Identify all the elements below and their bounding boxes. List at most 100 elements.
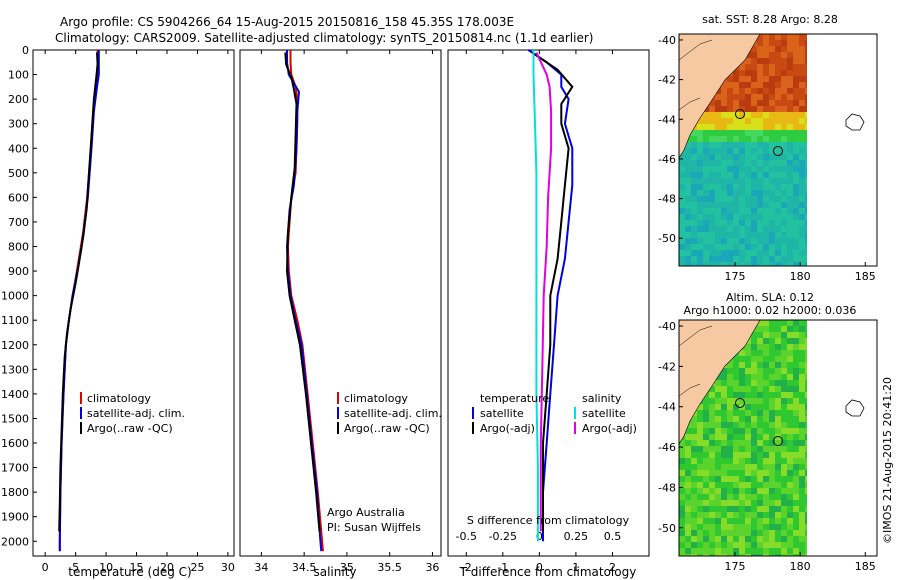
sla-map-panel: Altim. SLA: 0.12 Argo h1000: 0.02 h2000:…: [658, 291, 878, 573]
s-difference-xlabel: S difference from climatology: [467, 514, 630, 527]
x-tick-label: 15: [130, 561, 144, 574]
sla-argo-prev-marker: [735, 398, 745, 408]
x-tick-label: -1: [497, 561, 508, 574]
series-line-satellite-adj-clim-: [285, 50, 323, 552]
salinity-panel: 34 34.5 35 35.5 36 salinity climatology sate…: [239, 49, 442, 579]
map-y-tick-label: -42: [658, 74, 676, 87]
imos-credit: ©IMOS 21-Aug-2015 20:41:20: [881, 377, 894, 544]
legend-label-argo: Argo(..raw -QC): [344, 422, 430, 435]
s-difference-tick-label: 0.5: [604, 530, 622, 543]
y-tick-label: 1300: [1, 363, 29, 376]
sst-map-title: sat. SST: 8.28 Argo: 8.28: [702, 13, 838, 26]
sst-map-panel: sat. SST: 8.28 Argo: 8.28 175 180 185 -40 -4…: [658, 13, 878, 283]
map-y-tick-label: -44: [658, 113, 676, 126]
series-line-satellite: [527, 49, 574, 542]
difference-legend: temperature salinity satellite Argo(-adj…: [472, 392, 637, 435]
x-tick-label: 30: [221, 561, 235, 574]
sla-argo-position-marker: [773, 436, 783, 446]
map-y-tick-label: -44: [658, 401, 676, 414]
sla-map-frame: [678, 319, 878, 557]
y-tick-label: 1900: [1, 511, 29, 524]
series-line-climatology: [286, 50, 324, 552]
map-x-tick-label: 175: [725, 560, 746, 573]
legend-swatch-satellite: [80, 407, 82, 419]
map-y-tick-label: -46: [658, 153, 676, 166]
principal-investigator-label: PI: Susan Wijffels: [327, 521, 421, 534]
series-line-argo-raw-qc-: [58, 52, 99, 532]
x-tick-label: -2: [461, 561, 472, 574]
map-y-tick-label: -48: [658, 193, 676, 206]
sst-argo-position-marker: [773, 146, 783, 156]
map-x-tick-label: 185: [855, 270, 876, 283]
sla-map-title-line2: Argo h1000: 0.02 h2000: 0.036: [684, 304, 857, 317]
x-tick-label: 10: [99, 561, 113, 574]
legend-swatch-argo: [80, 422, 82, 434]
legend-label-satellite: satellite-adj. clim.: [344, 407, 442, 420]
legend-title-temperature: temperature: [480, 392, 549, 405]
map-y-tick-label: -42: [658, 360, 676, 373]
y-tick-label: 700: [8, 216, 29, 229]
salinity-xlabel: salinity: [313, 565, 356, 579]
legend-swatch-s-satellite: [574, 407, 576, 419]
salinity-legend: climatology satellite-adj. clim. Argo(..…: [337, 392, 442, 435]
y-tick-label: 1100: [1, 314, 29, 327]
t-difference-xlabel: T difference from climatology: [459, 565, 637, 579]
map-x-tick-label: 175: [725, 270, 746, 283]
figure-title-line2: Climatology: CARS2009. Satellite-adjuste…: [55, 31, 593, 45]
legend-swatch-t-argo: [472, 422, 474, 434]
x-tick-label: 34: [254, 561, 268, 574]
x-tick-label: 35.5: [377, 561, 402, 574]
s-difference-tick-label: -0.25: [489, 530, 517, 543]
temperature-xlabel: temperature (deg C): [68, 565, 191, 579]
map-y-tick-label: -40: [658, 320, 676, 333]
series-line-satellite: [532, 50, 539, 542]
x-tick-label: 36: [425, 561, 439, 574]
legend-label-argo: Argo(..raw -QC): [87, 422, 173, 435]
x-tick-label: 20: [160, 561, 174, 574]
y-tick-label: 1600: [1, 437, 29, 450]
x-tick-label: 0: [536, 561, 543, 574]
sst-island-outline: [845, 113, 865, 131]
x-tick-label: 2: [609, 561, 616, 574]
y-tick-label: 0: [22, 44, 29, 57]
legend-label-s-argo: Argo(-adj): [582, 422, 637, 435]
y-tick-label: 900: [8, 265, 29, 278]
sst-map-image: [679, 34, 807, 266]
x-tick-label: 25: [190, 561, 204, 574]
legend-swatch-s-argo: [574, 422, 576, 434]
y-tick-label: 1400: [1, 388, 29, 401]
series-line-argo-raw-qc-: [284, 52, 321, 532]
difference-panel-frame: [447, 49, 650, 557]
legend-label-satellite: satellite-adj. clim.: [87, 407, 185, 420]
temperature-panel-frame: [32, 49, 235, 557]
y-tick-label: 2000: [1, 535, 29, 548]
figure-title-line1: Argo profile: CS 5904266_64 15-Aug-2015 …: [60, 15, 514, 29]
map-y-tick-label: -50: [658, 232, 676, 245]
y-tick-label: 600: [8, 191, 29, 204]
s-difference-tick-label: 0: [536, 530, 543, 543]
s-difference-tick-label: 0.25: [564, 530, 589, 543]
y-tick-label: 300: [8, 118, 29, 131]
legend-label-s-satellite: satellite: [582, 407, 626, 420]
map-y-tick-label: -46: [658, 441, 676, 454]
sst-map-frame: [678, 33, 878, 267]
sla-map-title-line1: Altim. SLA: 0.12: [726, 291, 814, 304]
y-tick-label: 1700: [1, 462, 29, 475]
y-tick-label: 1000: [1, 290, 29, 303]
legend-label-t-argo: Argo(-adj): [480, 422, 535, 435]
x-tick-label: 34.5: [292, 561, 317, 574]
sla-island-outline: [845, 399, 865, 417]
legend-swatch-climatology: [80, 392, 82, 404]
y-tick-label: 1200: [1, 339, 29, 352]
legend-label-t-satellite: satellite: [480, 407, 524, 420]
sla-map-image: [679, 320, 807, 556]
x-tick-label: 5: [72, 561, 79, 574]
map-y-tick-label: -48: [658, 481, 676, 494]
sst-argo-prev-marker: [735, 109, 745, 119]
y-tick-label: 400: [8, 142, 29, 155]
sst-land-mass: [679, 34, 761, 159]
temperature-panel: 0100200300400500600700800900100011001200…: [1, 44, 235, 579]
legend-swatch-satellite: [337, 407, 339, 419]
legend-title-salinity: salinity: [582, 392, 622, 405]
